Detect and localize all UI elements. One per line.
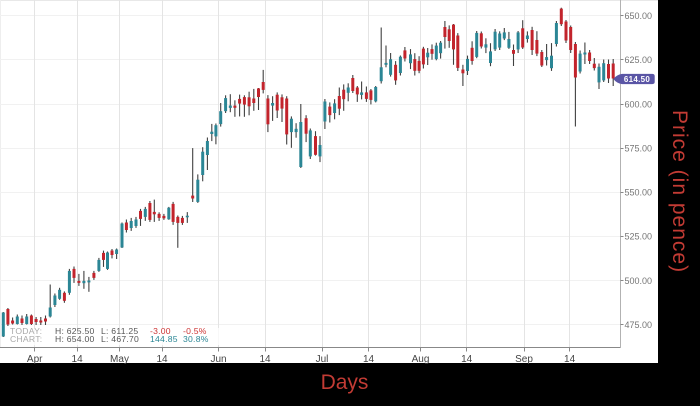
svg-text:650.00: 650.00 bbox=[625, 11, 653, 21]
svg-text:H: 654.00: H: 654.00 bbox=[55, 334, 95, 344]
svg-text:14: 14 bbox=[363, 354, 375, 365]
svg-text:14: 14 bbox=[72, 354, 84, 365]
svg-text:L: 611.25: L: 611.25 bbox=[101, 326, 138, 336]
svg-text:H: 625.50: H: 625.50 bbox=[55, 326, 95, 336]
svg-text:144.85: 144.85 bbox=[150, 334, 178, 344]
svg-text:-3.00: -3.00 bbox=[150, 326, 171, 336]
svg-text:Jul: Jul bbox=[316, 354, 329, 365]
svg-text:600.00: 600.00 bbox=[625, 99, 653, 109]
svg-text:30.8%: 30.8% bbox=[183, 334, 209, 344]
svg-text:May: May bbox=[110, 354, 129, 365]
svg-text:TODAY:: TODAY: bbox=[10, 326, 42, 336]
svg-text:500.00: 500.00 bbox=[625, 276, 653, 286]
svg-text:-0.5%: -0.5% bbox=[183, 326, 207, 336]
svg-text:Days: Days bbox=[321, 371, 369, 394]
svg-text:14: 14 bbox=[259, 354, 271, 365]
svg-text:CHART:: CHART: bbox=[10, 334, 42, 344]
svg-text:Apr: Apr bbox=[27, 354, 43, 365]
svg-text:614.50: 614.50 bbox=[624, 75, 651, 84]
svg-text:525.00: 525.00 bbox=[625, 232, 653, 242]
svg-text:14: 14 bbox=[564, 354, 576, 365]
svg-text:Jun: Jun bbox=[210, 354, 226, 365]
svg-text:625.00: 625.00 bbox=[625, 55, 653, 65]
svg-text:550.00: 550.00 bbox=[625, 188, 653, 198]
svg-text:14: 14 bbox=[461, 354, 473, 365]
svg-text:L: 467.70: L: 467.70 bbox=[101, 334, 139, 344]
svg-text:14: 14 bbox=[156, 354, 168, 365]
svg-text:Aug: Aug bbox=[412, 354, 430, 365]
svg-text:Sep: Sep bbox=[515, 354, 533, 365]
svg-text:Price (in pence): Price (in pence) bbox=[668, 110, 691, 273]
svg-text:475.00: 475.00 bbox=[625, 320, 653, 330]
svg-text:575.00: 575.00 bbox=[625, 143, 653, 153]
